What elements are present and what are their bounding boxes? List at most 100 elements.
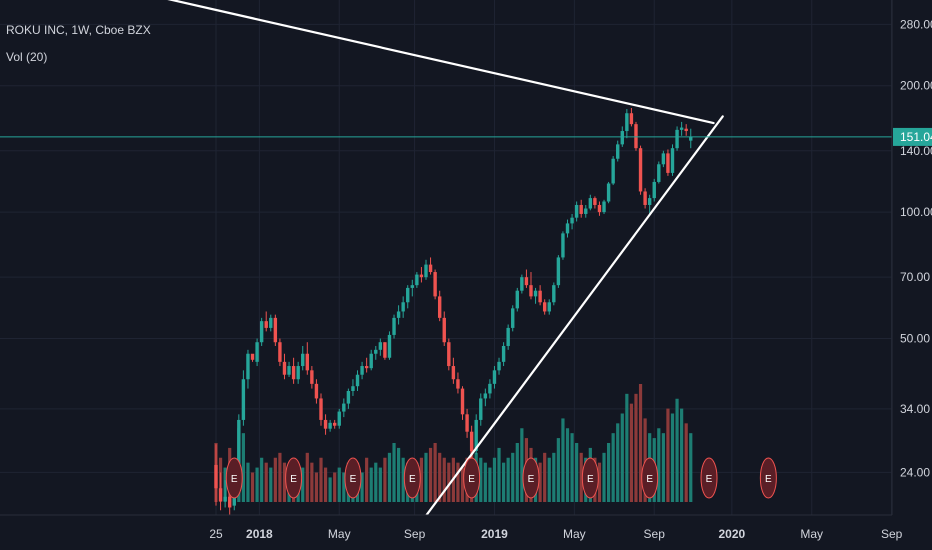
- candle-body: [666, 153, 670, 173]
- volume-bar: [387, 452, 392, 502]
- trendline-descending-resistance[interactable]: [148, 0, 715, 125]
- symbol-legend[interactable]: ROKU INC, 1W, Cboe BZX: [6, 23, 151, 37]
- candle-body: [378, 342, 383, 350]
- earnings-marker[interactable]: [700, 457, 718, 499]
- price-axis-label: 100.00: [900, 205, 932, 219]
- volume-bar: [255, 467, 259, 502]
- earnings-marker[interactable]: [344, 457, 362, 499]
- volume-legend[interactable]: Vol (20): [6, 50, 48, 64]
- volume-bar: [250, 472, 255, 502]
- candle-body: [401, 302, 405, 312]
- volume-bar: [319, 457, 323, 502]
- volume-bar: [483, 462, 487, 502]
- volume-bar: [501, 462, 506, 502]
- candle-body: [355, 374, 360, 387]
- earnings-marker[interactable]: [759, 457, 777, 499]
- time-axis-label: May: [563, 527, 586, 541]
- candle-body: [383, 342, 387, 358]
- volume-bar: [392, 443, 396, 502]
- volume-bar: [620, 413, 624, 502]
- time-axis-label: Sep: [881, 527, 903, 541]
- last-price-tag: 151.04: [893, 127, 932, 146]
- candle-body: [246, 353, 250, 380]
- time-axis[interactable]: 25 2018 May Sep 2019 May Sep 2020 May Sep: [209, 527, 902, 541]
- volume-bar: [602, 452, 606, 502]
- candle-body: [579, 204, 583, 214]
- candle-body: [588, 198, 593, 209]
- earnings-marker[interactable]: [581, 457, 599, 499]
- volume-bar: [661, 433, 665, 502]
- candle-body: [291, 366, 296, 380]
- earnings-marker[interactable]: [641, 457, 659, 499]
- time-axis-label: Sep: [644, 527, 666, 541]
- candle-body: [570, 217, 574, 224]
- volume-bar: [638, 384, 643, 502]
- candle-body: [670, 148, 675, 173]
- candle-body: [374, 349, 378, 354]
- earnings-marker-label: E: [468, 474, 475, 485]
- volume-bar: [520, 428, 524, 502]
- price-axis-label: 200.00: [900, 79, 932, 93]
- earnings-marker-label: E: [528, 474, 535, 485]
- candle-body: [237, 419, 241, 489]
- volume-bar: [438, 452, 442, 502]
- candle-body: [556, 257, 561, 286]
- candle-body: [410, 285, 414, 288]
- trendlines[interactable]: [148, 0, 724, 523]
- candle-body: [250, 353, 255, 360]
- candle-body: [679, 127, 684, 130]
- time-axis-background: [0, 515, 932, 550]
- earnings-marker[interactable]: [522, 457, 540, 499]
- volume-bar: [241, 433, 245, 502]
- volume-bar: [657, 428, 661, 502]
- candle-body: [287, 366, 291, 375]
- trendline-ascending-support[interactable]: [420, 115, 724, 523]
- volume-bar: [278, 452, 282, 502]
- candle-body: [369, 353, 373, 369]
- candle-body: [547, 302, 551, 312]
- candle-body: [406, 287, 410, 303]
- candle-body: [520, 277, 524, 291]
- candle-body: [415, 274, 419, 286]
- candle-body: [337, 411, 341, 426]
- candle-body: [511, 308, 515, 328]
- earnings-marker-label: E: [587, 474, 594, 485]
- earnings-marker[interactable]: [225, 457, 243, 499]
- price-axis-label: 24.00: [900, 465, 930, 479]
- earnings-marker[interactable]: [403, 457, 421, 499]
- candle-body: [657, 164, 661, 182]
- candle-body: [282, 361, 287, 375]
- candle-body: [319, 398, 323, 420]
- price-axis[interactable]: 280.00 200.00 140.00 100.00 70.00 50.00 34.00 2…: [900, 17, 932, 479]
- candle-body: [465, 414, 469, 432]
- volume-bar: [260, 457, 264, 502]
- candle-body: [241, 379, 246, 420]
- earnings-marker[interactable]: [463, 457, 481, 499]
- volume-bar: [570, 433, 574, 502]
- candle-body: [255, 342, 259, 362]
- candle-body: [584, 208, 588, 214]
- earnings-marker-label: E: [646, 474, 653, 485]
- candle-body: [689, 136, 693, 141]
- volume-bar: [511, 452, 515, 502]
- candle-body: [460, 388, 465, 415]
- candle-body: [574, 204, 579, 218]
- volume-bar: [301, 467, 305, 502]
- candle-body: [214, 464, 218, 489]
- earnings-marker[interactable]: [285, 457, 303, 499]
- candle-body: [492, 370, 497, 384]
- candle-body: [342, 403, 346, 412]
- grid: [0, 0, 893, 515]
- candle-body: [428, 264, 433, 273]
- last-price-tag-box: [893, 127, 932, 146]
- candle-body: [264, 321, 268, 328]
- candle-body: [684, 128, 688, 132]
- candle-body: [542, 302, 547, 312]
- last-price-tag-label: 151.04: [900, 130, 932, 144]
- candle-body: [506, 327, 510, 346]
- volume-bar: [365, 457, 369, 502]
- volume-bar: [643, 418, 647, 502]
- candle-body: [661, 153, 666, 165]
